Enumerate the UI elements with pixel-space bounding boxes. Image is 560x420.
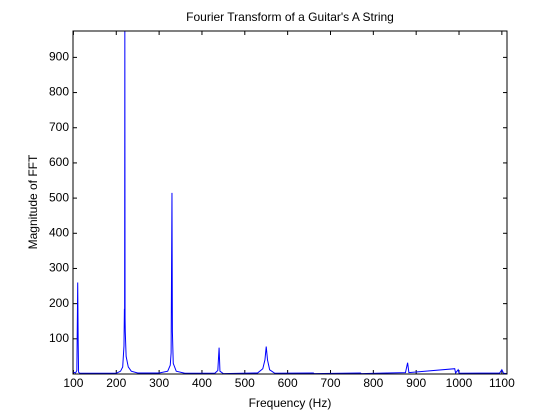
plot-frame <box>72 30 508 375</box>
y-axis-label: Magnitude of FFT <box>26 154 40 249</box>
y-tick-label: 600 <box>49 155 69 169</box>
y-tick-label: 100 <box>49 331 69 345</box>
x-tick-label: 900 <box>406 376 426 390</box>
x-tick-label: 400 <box>192 376 212 390</box>
y-tick-label: 700 <box>49 120 69 134</box>
x-axis-label: Frequency (Hz) <box>249 396 332 410</box>
y-tick-label: 800 <box>49 85 69 99</box>
x-tick-label: 100 <box>63 376 83 390</box>
y-tick-label: 500 <box>49 190 69 204</box>
x-tick-label: 700 <box>320 376 340 390</box>
y-tick-label: 300 <box>49 261 69 275</box>
x-tick-label: 1100 <box>489 376 515 390</box>
x-tick-label: 1000 <box>446 376 473 390</box>
y-tick-label: 900 <box>49 50 69 64</box>
x-tick-label: 500 <box>235 376 255 390</box>
y-tick-label: 400 <box>49 225 69 239</box>
data-line <box>73 30 508 375</box>
x-tick-label: 300 <box>149 376 169 390</box>
chart-title: Fourier Transform of a Guitar's A String <box>186 10 394 24</box>
y-tick-label: 200 <box>49 296 69 310</box>
x-tick-label: 200 <box>106 376 126 390</box>
x-tick-label: 600 <box>278 376 298 390</box>
x-tick-label: 800 <box>363 376 383 390</box>
